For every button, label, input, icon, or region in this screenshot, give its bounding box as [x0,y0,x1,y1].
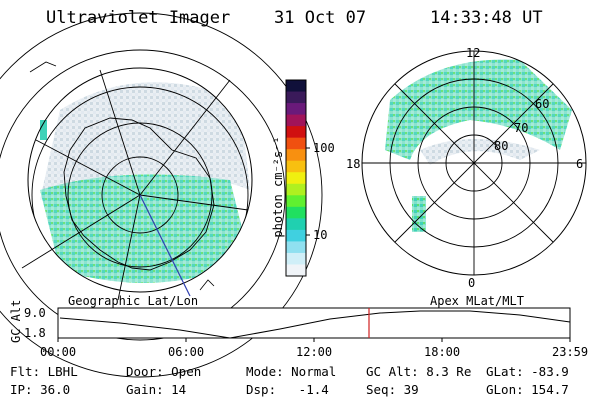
info-glon: GLon: 154.7 [486,382,569,397]
info-glat: GLat: -83.9 [486,364,569,379]
info-filter: Flt: LBHL [10,364,78,379]
colorbar-segment [286,149,306,162]
colorbar-segment [286,80,306,93]
mlt-label-12: 12 [466,46,481,60]
color-bar [286,80,306,277]
colorbar-segment [286,229,306,242]
magnetic-map [361,50,587,276]
mlt-label-0: 0 [468,276,476,290]
image-title: Ultraviolet Imager [46,8,231,28]
colorbar-segment [286,183,306,196]
mlat-label-80: 80 [494,139,509,153]
x-tick-1200: 12:00 [296,345,333,359]
x-tick-1800: 18:00 [424,345,461,359]
x-tick-2359: 23:59 [552,345,589,359]
colorbar-tick-10: 10 [313,228,328,242]
image-date: 31 Oct 07 [274,8,367,28]
colorbar-segment [286,241,306,254]
colorbar-segment [286,114,306,127]
info-dsp: Dsp: -1.4 [246,382,329,397]
colorbar-unit-label: photon cm⁻²s⁻¹ [271,136,285,238]
geographic-map [0,12,323,378]
colorbar-segment [286,91,306,104]
mlt-label-6: 6 [576,157,584,171]
colorbar-segment [286,160,306,173]
colorbar-segment [286,264,306,277]
info-door: Door: Open [126,364,202,379]
info-gain: Gain: 14 [126,382,187,397]
colorbar-segment [286,252,306,265]
colorbar-segment [286,172,306,185]
colorbar-segment [286,126,306,139]
colorbar-segment [286,103,306,116]
apex-caption: Apex MLat/MLT [430,294,524,308]
info-seq: Seq: 39 [366,382,419,397]
altitude-curve [59,310,571,339]
mlat-label-70: 70 [514,121,529,135]
x-tick-0600: 06:00 [168,345,205,359]
colorbar-tick-100: 100 [313,141,335,155]
image-time: 14:33:48 UT [430,8,543,28]
y-tick-9: 9.0 [24,306,46,320]
info-gc-alt: GC Alt: 8.3 Re [366,364,472,379]
noon-meridian-line [139,194,191,297]
colorbar-segment [286,137,306,150]
altitude-plot [57,307,571,342]
info-mode: Mode: Normal [246,364,337,379]
colorbar-segment [286,206,306,219]
info-ip: IP: 36.0 [10,382,71,397]
colorbar-segment [286,195,306,208]
colorbar-segment [286,218,306,231]
y-tick-1-8: 1.8 [24,326,46,340]
x-tick-0000: 00:00 [40,345,77,359]
geographic-caption: Geographic Lat/Lon [68,294,199,308]
mlat-label-60: 60 [535,97,550,111]
mlt-label-18: 18 [346,157,361,171]
gc-alt-axis-label: GC Alt [9,299,23,343]
